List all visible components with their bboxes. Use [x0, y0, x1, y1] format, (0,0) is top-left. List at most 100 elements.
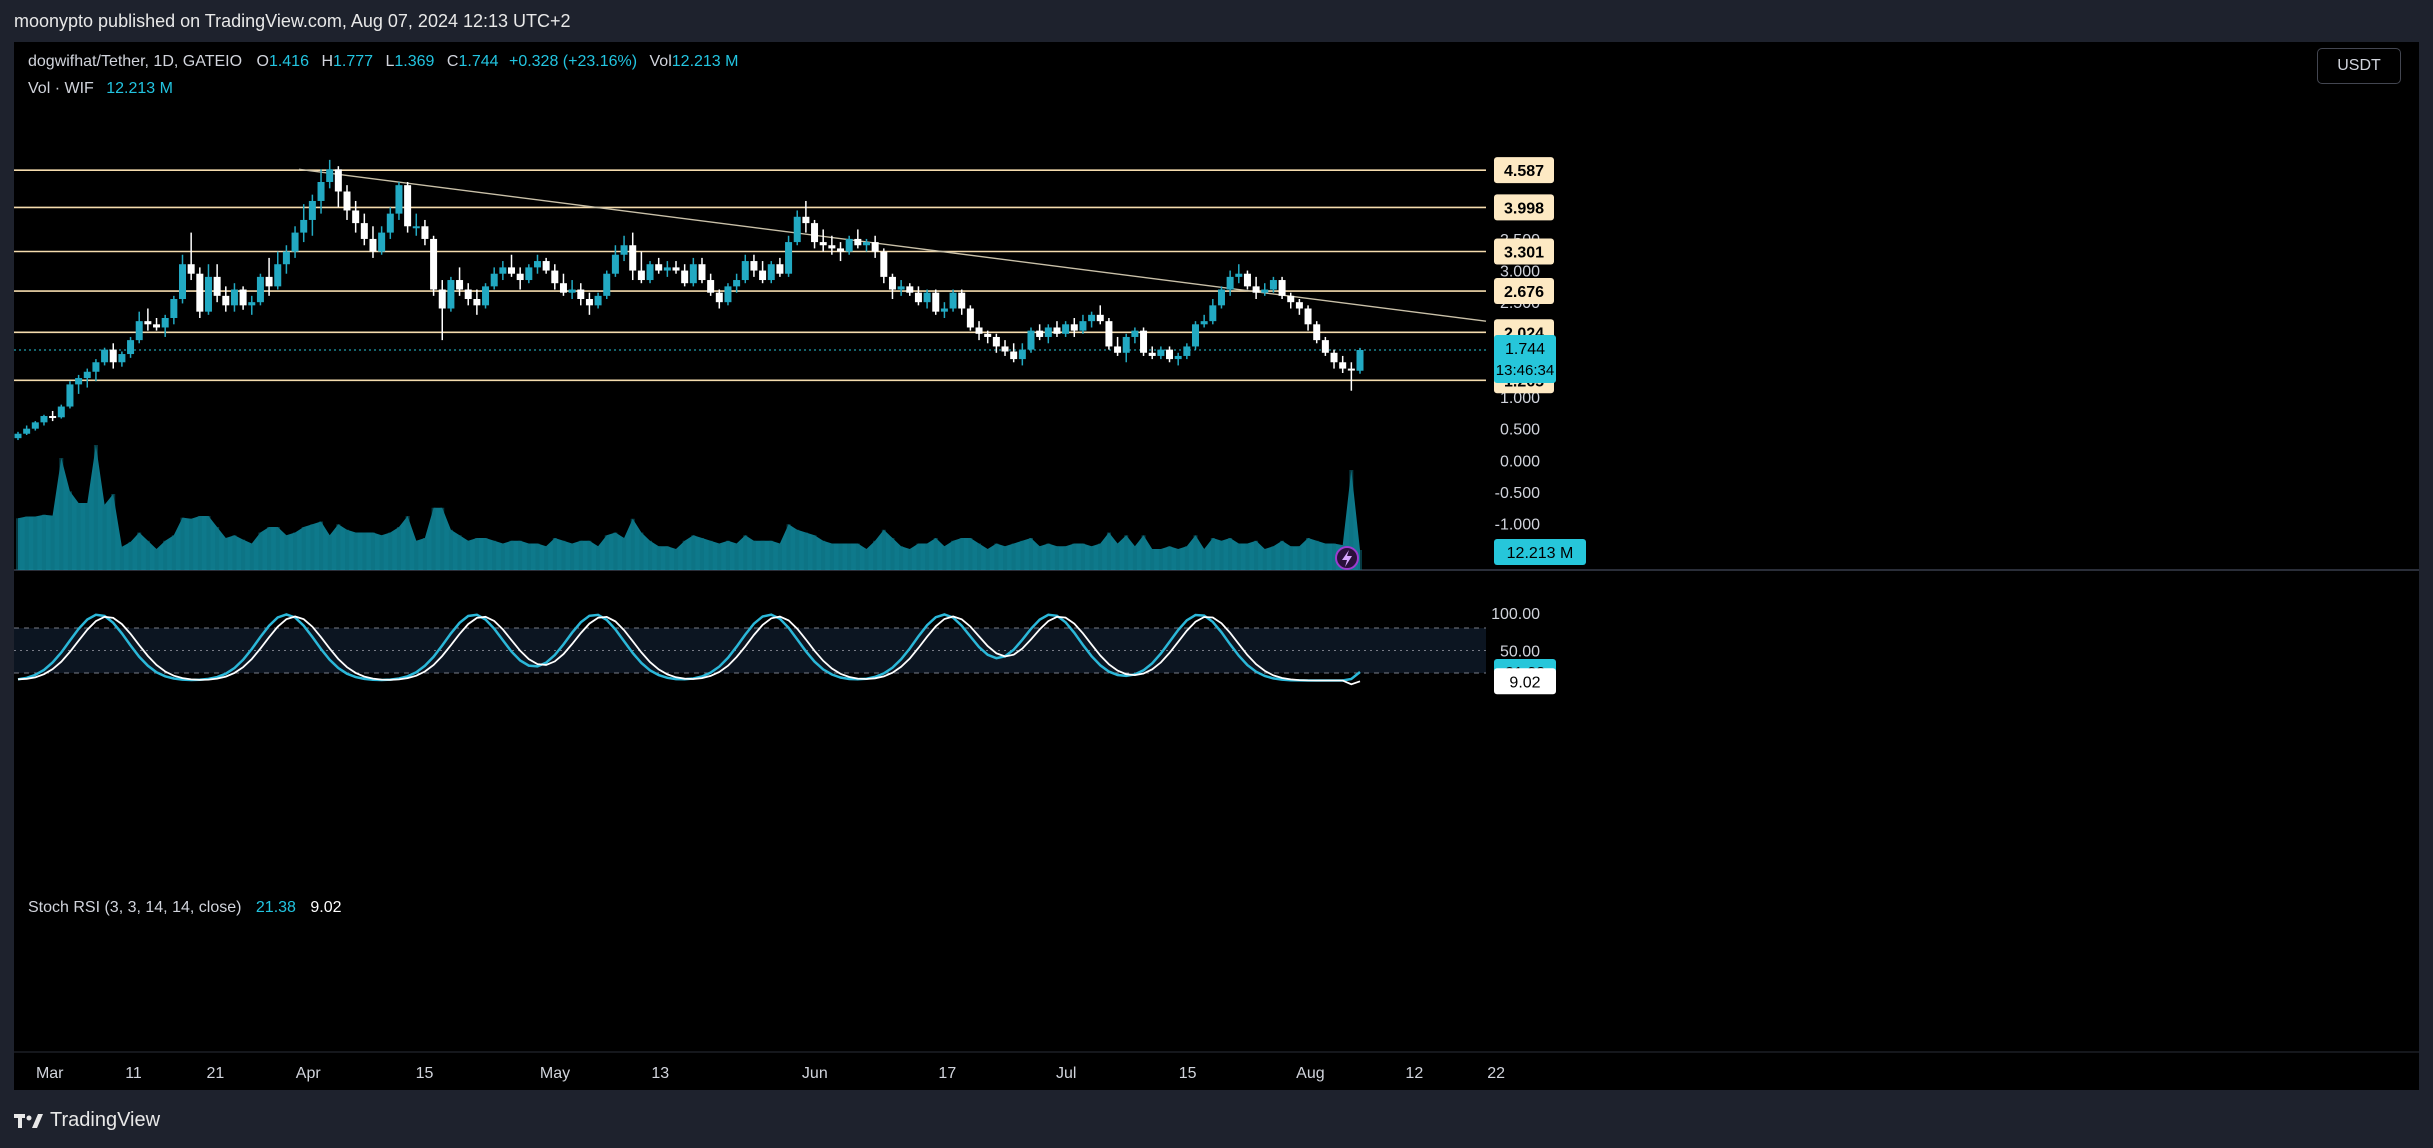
candle[interactable]: [862, 242, 870, 246]
candle[interactable]: [101, 349, 109, 363]
candle[interactable]: [975, 327, 983, 334]
candle[interactable]: [447, 280, 455, 309]
candle[interactable]: [1269, 280, 1277, 290]
candle[interactable]: [386, 213, 394, 233]
candle[interactable]: [767, 264, 775, 281]
candle[interactable]: [430, 238, 438, 290]
candle[interactable]: [343, 191, 351, 211]
candle[interactable]: [352, 210, 360, 224]
candle[interactable]: [326, 169, 334, 182]
candle[interactable]: [161, 317, 169, 328]
candle[interactable]: [482, 286, 490, 306]
candle[interactable]: [1347, 368, 1355, 371]
volume-series-label[interactable]: Vol · WIF: [28, 80, 94, 97]
candle[interactable]: [629, 245, 637, 271]
candle[interactable]: [179, 264, 187, 300]
candle[interactable]: [1001, 346, 1009, 352]
candle[interactable]: [204, 276, 212, 312]
candle[interactable]: [239, 289, 247, 306]
candle[interactable]: [144, 321, 152, 325]
candle[interactable]: [741, 261, 749, 281]
candle[interactable]: [464, 289, 472, 300]
candle[interactable]: [490, 273, 498, 287]
candle[interactable]: [949, 292, 957, 309]
candle[interactable]: [966, 308, 974, 328]
candle[interactable]: [837, 248, 845, 252]
candle[interactable]: [880, 251, 888, 277]
candle[interactable]: [1321, 340, 1329, 353]
chart-canvas[interactable]: 3.5003.0002.5001.0000.5000.000-0.500-1.0…: [14, 42, 2419, 1090]
candle[interactable]: [170, 299, 178, 318]
candle[interactable]: [153, 324, 161, 328]
candle[interactable]: [75, 378, 83, 385]
candle[interactable]: [499, 267, 507, 274]
candle[interactable]: [672, 267, 680, 271]
candle[interactable]: [135, 321, 143, 341]
candle[interactable]: [23, 428, 31, 434]
candle[interactable]: [438, 289, 446, 309]
candle[interactable]: [230, 289, 238, 306]
candle[interactable]: [308, 200, 316, 220]
candle[interactable]: [1079, 321, 1087, 331]
candle[interactable]: [1088, 314, 1096, 322]
symbol-label[interactable]: dogwifhat/Tether, 1D, GATEIO: [28, 53, 243, 70]
candle[interactable]: [871, 242, 879, 252]
candle[interactable]: [1053, 327, 1061, 334]
candle[interactable]: [1252, 286, 1260, 293]
candle[interactable]: [681, 270, 689, 284]
candle[interactable]: [1313, 324, 1321, 341]
candle[interactable]: [646, 264, 654, 281]
candle[interactable]: [1027, 330, 1035, 350]
candle[interactable]: [923, 292, 931, 303]
candle[interactable]: [585, 299, 593, 306]
candle[interactable]: [473, 299, 481, 306]
candle[interactable]: [248, 302, 256, 306]
candle[interactable]: [1140, 330, 1148, 353]
stoch-label[interactable]: Stoch RSI (3, 3, 14, 14, close): [28, 899, 242, 916]
candle[interactable]: [533, 261, 541, 268]
candle[interactable]: [828, 245, 836, 249]
candle[interactable]: [83, 371, 91, 379]
candle[interactable]: [421, 226, 429, 239]
candle[interactable]: [750, 261, 758, 271]
candle[interactable]: [551, 270, 559, 284]
candle[interactable]: [1166, 349, 1174, 360]
candle[interactable]: [1105, 321, 1113, 347]
tradingview-logo[interactable]: TradingView: [14, 1109, 160, 1132]
candle[interactable]: [984, 333, 992, 337]
candle[interactable]: [715, 292, 723, 303]
candle[interactable]: [1209, 305, 1217, 322]
candle[interactable]: [577, 289, 585, 300]
candle[interactable]: [456, 280, 464, 290]
candle[interactable]: [222, 295, 230, 306]
candle[interactable]: [958, 292, 966, 309]
candle[interactable]: [1261, 289, 1269, 293]
candle[interactable]: [698, 264, 706, 281]
candle[interactable]: [940, 308, 948, 312]
candle[interactable]: [300, 219, 308, 233]
candle[interactable]: [31, 422, 39, 429]
candle[interactable]: [66, 384, 74, 407]
candle[interactable]: [1330, 352, 1338, 363]
candle[interactable]: [1226, 276, 1234, 290]
currency-button[interactable]: USDT: [2317, 48, 2401, 84]
trendline[interactable]: [298, 168, 1487, 322]
candle[interactable]: [1114, 346, 1122, 353]
candle[interactable]: [914, 292, 922, 303]
candle[interactable]: [707, 280, 715, 293]
candle[interactable]: [1217, 289, 1225, 306]
chart-area[interactable]: 3.5003.0002.5001.0000.5000.000-0.500-1.0…: [14, 42, 2419, 1090]
candle[interactable]: [1235, 273, 1243, 277]
candle[interactable]: [412, 226, 420, 229]
candle[interactable]: [1304, 308, 1312, 325]
candle[interactable]: [733, 280, 741, 287]
candle[interactable]: [655, 264, 663, 271]
candle[interactable]: [127, 340, 135, 355]
candle[interactable]: [1191, 324, 1199, 347]
candle[interactable]: [724, 286, 732, 303]
candle[interactable]: [291, 232, 299, 252]
candle[interactable]: [1036, 330, 1044, 337]
candle[interactable]: [776, 264, 784, 274]
candle[interactable]: [568, 289, 576, 293]
candle[interactable]: [516, 273, 524, 281]
